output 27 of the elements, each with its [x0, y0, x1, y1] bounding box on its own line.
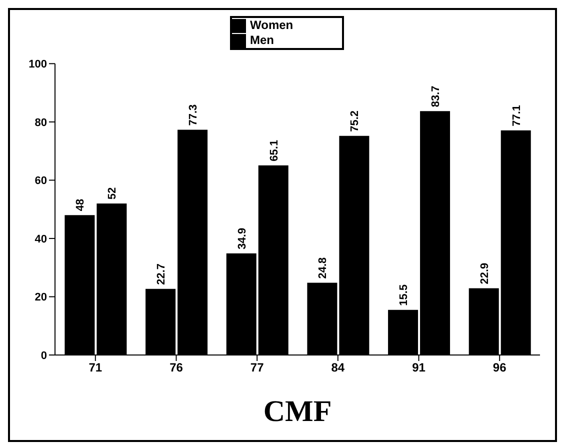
y-tick-label: 0: [40, 350, 47, 362]
data-label: 48: [74, 198, 87, 212]
x-tick-label: 77: [250, 360, 264, 375]
data-label: 22.7: [156, 263, 168, 285]
legend-label: Women: [250, 18, 294, 32]
x-tick-label: 71: [88, 360, 102, 375]
data-label: 77.3: [188, 104, 200, 126]
data-label: 15.5: [398, 284, 410, 306]
data-label: 24.8: [317, 257, 330, 279]
data-label: 77.1: [510, 104, 523, 126]
x-tick-label: 91: [412, 360, 426, 375]
y-tick-label: 60: [34, 175, 47, 188]
data-label: 22.9: [478, 262, 491, 284]
data-label: 34.9: [236, 228, 248, 250]
y-tick-label: 40: [34, 233, 47, 246]
x-tick-label: 76: [170, 360, 184, 375]
x-tick-label: 84: [331, 360, 345, 375]
data-label: 52: [106, 187, 119, 200]
y-tick-label: 100: [28, 58, 47, 71]
x-tick-label: 96: [492, 360, 507, 375]
data-label: 75.2: [349, 110, 362, 132]
data-label: 83.7: [430, 86, 442, 108]
legend-label: Men: [250, 32, 274, 47]
x-axis-title: CMF: [263, 395, 332, 428]
y-tick-label: 80: [34, 116, 47, 129]
y-tick-label: 20: [34, 292, 47, 304]
data-label: 65.1: [268, 140, 280, 162]
